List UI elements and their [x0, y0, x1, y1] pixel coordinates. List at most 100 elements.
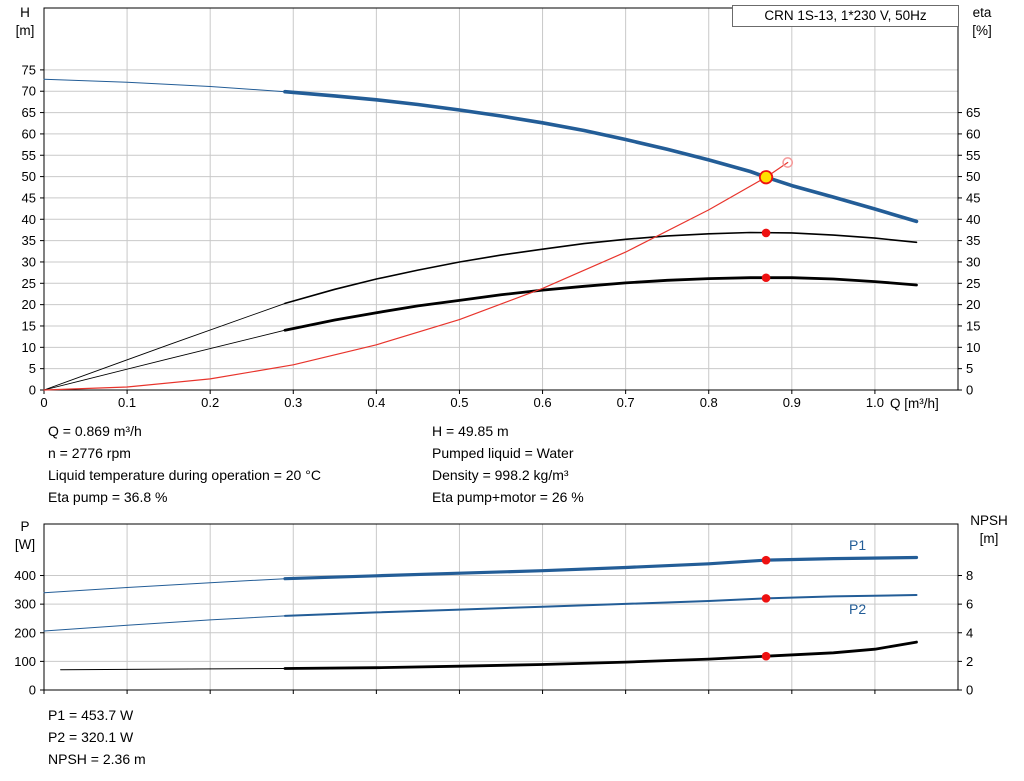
y-tick-label-right: 20	[966, 297, 980, 312]
y-tick-label-left: 65	[22, 105, 36, 120]
power-axis-label-unit: [W]	[14, 537, 36, 552]
y-tick-label-left: 40	[22, 212, 36, 227]
x-tick-label: 0.6	[534, 395, 552, 410]
p2-point	[761, 594, 771, 603]
duty-info-left-column: Q = 0.869 m³/h n = 2776 rpm Liquid tempe…	[48, 420, 321, 508]
npsh-axis-label-symbol: NPSH	[970, 513, 1008, 528]
y-tick-label-left: 70	[22, 84, 36, 99]
y-tick-label-right: 5	[966, 361, 973, 376]
flow-axis-label: Q [m³/h]	[890, 396, 939, 411]
y-tick-label-left: 0	[29, 383, 36, 398]
y-tick-label-left: 300	[14, 597, 36, 612]
eta-axis-label-symbol: eta	[972, 5, 992, 20]
duty-info-density: Density = 998.2 kg/m³	[432, 467, 569, 483]
plot-border	[43, 523, 959, 691]
y-tick-label-left: 200	[14, 625, 36, 640]
series-eta-total-curve	[283, 276, 918, 332]
y-tick-label-right: 15	[966, 318, 980, 333]
series-head-curve	[283, 89, 919, 224]
preview-point	[782, 157, 794, 168]
x-tick-label: 0.8	[700, 395, 718, 410]
duty-info-footer: P1 = 453.7 W P2 = 320.1 W NPSH = 2.36 m	[48, 704, 146, 770]
y-tick-label-left: 50	[22, 169, 36, 184]
y-tick-label-left: 0	[29, 683, 36, 698]
power-axis-label: P [W]	[6, 518, 44, 554]
p2-series-label: P2	[849, 601, 867, 617]
y-tick-label-left: 60	[22, 126, 36, 141]
y-tick-label-right: 25	[966, 276, 980, 291]
y-tick-label-right: 0	[966, 683, 973, 698]
npsh-axis-label-unit: [m]	[979, 531, 999, 546]
eta-pump-point	[761, 228, 771, 238]
series-head-curve-lead	[43, 78, 286, 93]
npsh-point	[761, 651, 771, 661]
duty-info-p2: P2 = 320.1 W	[48, 729, 134, 745]
y-tick-label-right: 50	[966, 169, 980, 184]
y-tick-label-right: 0	[966, 383, 973, 398]
duty-info-p1: P1 = 453.7 W	[48, 707, 134, 723]
y-tick-label-right: 2	[966, 654, 973, 669]
y-tick-label-left: 20	[22, 297, 36, 312]
y-tick-label-right: 55	[966, 148, 980, 163]
y-tick-label-right: 40	[966, 212, 980, 227]
power-axis-label-symbol: P	[20, 519, 30, 534]
x-tick-label: 0.5	[450, 395, 468, 410]
y-tick-label-left: 400	[14, 568, 36, 583]
series-system-curve	[43, 161, 789, 391]
npsh-axis-label: NPSH [m]	[960, 512, 1018, 548]
y-tick-label-left: 35	[22, 233, 36, 248]
series-p1-lead	[43, 578, 286, 594]
series-p2-lead	[43, 615, 286, 632]
eta-total-point	[761, 273, 771, 283]
series-eta-pump-curve	[284, 231, 918, 305]
plot-border	[43, 7, 959, 391]
duty-info-liquid-temp: Liquid temperature during operation = 20…	[48, 467, 321, 483]
p1-point	[761, 555, 771, 565]
y-tick-label-left: 15	[22, 318, 36, 333]
y-tick-label-left: 30	[22, 254, 36, 269]
series-npsh-curve	[283, 640, 918, 670]
x-tick-label: 0.7	[617, 395, 635, 410]
series-eta-total-lead	[43, 329, 286, 391]
y-tick-label-right: 4	[966, 625, 973, 640]
x-tick-label: 0.1	[118, 395, 136, 410]
y-tick-label-left: 75	[22, 62, 36, 77]
duty-info-eta-total: Eta pump+motor = 26 %	[432, 489, 584, 505]
x-tick-label: 0.2	[201, 395, 219, 410]
y-tick-label-left: 25	[22, 276, 36, 291]
p1-series-label: P1	[849, 537, 867, 553]
head-axis-label-symbol: H	[20, 5, 30, 20]
y-tick-label-right: 35	[966, 233, 980, 248]
x-tick-label: 0.4	[367, 395, 385, 410]
duty-info-head: H = 49.85 m	[432, 423, 509, 439]
y-tick-label-left: 55	[22, 148, 36, 163]
head-axis-label-unit: [m]	[15, 23, 35, 38]
x-tick-label: 0	[40, 395, 47, 410]
y-tick-label-left: 100	[14, 654, 36, 669]
y-tick-label-right: 10	[966, 340, 980, 355]
x-tick-label: 1.0	[866, 395, 884, 410]
duty-info-speed: n = 2776 rpm	[48, 445, 131, 461]
y-tick-label-right: 8	[966, 568, 973, 583]
x-tick-label: 0.9	[783, 395, 801, 410]
series-eta-pump-lead	[43, 302, 286, 391]
duty-info-flow: Q = 0.869 m³/h	[48, 423, 142, 439]
chart-title-box: CRN 1S-13, 1*230 V, 50Hz	[732, 5, 959, 27]
y-tick-label-right: 60	[966, 126, 980, 141]
y-tick-label-right: 65	[966, 105, 980, 120]
duty-point[interactable]	[758, 170, 774, 185]
duty-info-eta-pump: Eta pump = 36.8 %	[48, 489, 168, 505]
y-tick-label-right: 45	[966, 190, 980, 205]
duty-info-right-column: H = 49.85 m Pumped liquid = Water Densit…	[432, 420, 584, 508]
duty-info-pumped-liquid: Pumped liquid = Water	[432, 445, 574, 461]
series-npsh-lead	[60, 668, 286, 671]
y-tick-label-right: 6	[966, 597, 973, 612]
y-tick-label-left: 10	[22, 340, 36, 355]
series-p2-curve	[284, 594, 918, 617]
y-tick-label-right: 30	[966, 254, 980, 269]
series-p1-curve	[283, 555, 919, 581]
head-axis-label: H [m]	[6, 4, 44, 40]
eta-axis-label: eta [%]	[960, 4, 1004, 40]
eta-axis-label-unit: [%]	[972, 23, 992, 38]
